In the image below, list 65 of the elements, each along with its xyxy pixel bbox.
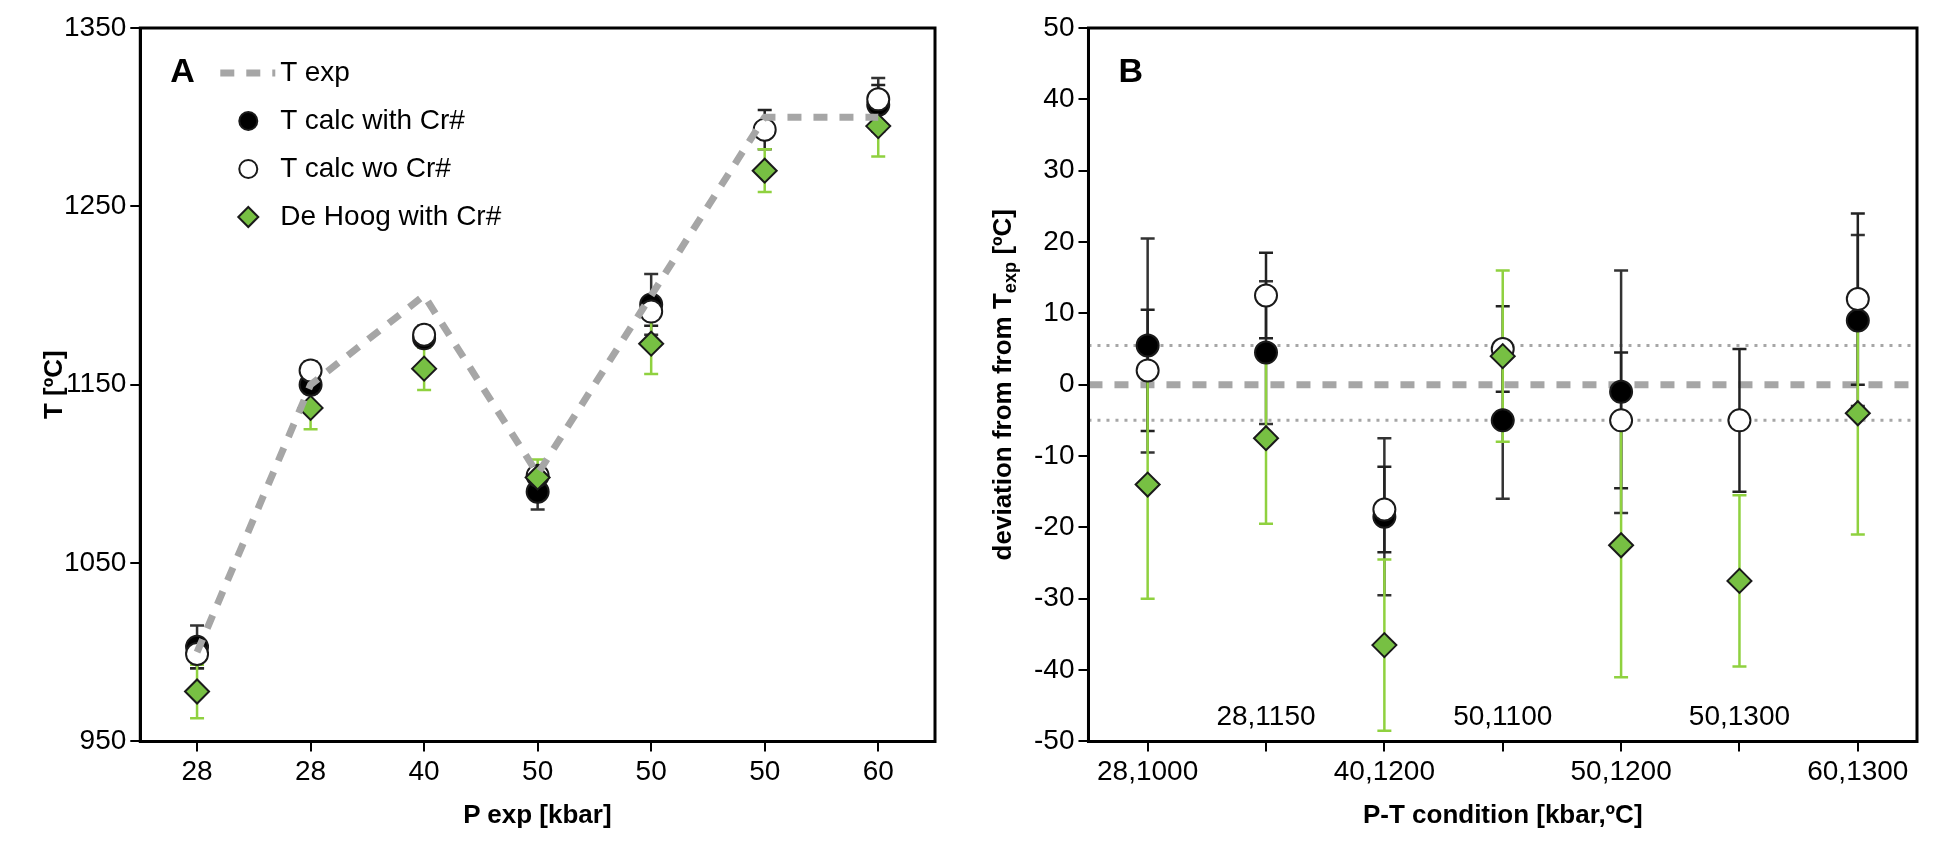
y-tick-label: 1350 xyxy=(63,10,127,42)
legend-label: T exp xyxy=(280,55,350,87)
x-axis-title: P exp [kbar] xyxy=(463,799,612,829)
y-tick-label: 30 xyxy=(1043,153,1075,185)
y-tick-label: 1050 xyxy=(63,545,127,577)
x-tick-label: 28,1150 xyxy=(1216,700,1316,732)
point xyxy=(1608,532,1635,559)
point xyxy=(1134,471,1161,498)
y-axis-title: deviation from from Texp [ºC] xyxy=(986,209,1021,561)
text: A xyxy=(170,51,195,90)
point xyxy=(1254,340,1279,365)
x-tick-label: 50 xyxy=(635,754,667,786)
point xyxy=(1372,497,1397,522)
legend-label: T calc wo Cr# xyxy=(280,151,452,183)
point xyxy=(1135,333,1160,358)
y-tick-label: 40 xyxy=(1043,82,1075,114)
y-tick-label: 50 xyxy=(1043,10,1075,42)
point xyxy=(1253,425,1280,452)
x-axis-title: P-T condition [kbar,ºC] xyxy=(1362,799,1643,829)
y-tick-label: 20 xyxy=(1043,224,1075,256)
point xyxy=(865,113,892,140)
y-tick-label: 1150 xyxy=(66,367,127,399)
x-tick-label: 50 xyxy=(522,754,554,786)
legend-label: T calc with Cr# xyxy=(280,103,466,135)
y-tick-label: -10 xyxy=(1034,438,1075,470)
y-tick-label: 0 xyxy=(1058,367,1075,399)
x-tick-label: 50,1300 xyxy=(1688,700,1791,732)
y-tick-label: 10 xyxy=(1043,296,1075,328)
x-tick-label: 50 xyxy=(749,754,781,786)
point xyxy=(411,355,438,382)
y-tick-label: -50 xyxy=(1034,724,1075,756)
point xyxy=(1490,408,1515,433)
legend-label: De Hoog with Cr# xyxy=(280,199,502,231)
x-tick-label: 60 xyxy=(862,754,894,786)
point xyxy=(1727,408,1752,433)
x-tick-label: 40,1200 xyxy=(1333,754,1435,786)
point xyxy=(1844,400,1871,427)
point xyxy=(1845,308,1870,333)
point xyxy=(1845,287,1870,312)
point xyxy=(866,87,891,112)
y-tick-label: -30 xyxy=(1034,581,1075,613)
point xyxy=(1135,358,1160,383)
x-tick-label: 40 xyxy=(408,754,440,786)
point xyxy=(1371,632,1398,659)
point xyxy=(751,157,778,184)
y-tick-label: 950 xyxy=(79,724,127,756)
point xyxy=(638,330,665,357)
point xyxy=(1609,379,1634,404)
point xyxy=(298,358,323,383)
point xyxy=(184,678,211,705)
point xyxy=(1254,283,1279,308)
x-tick-label: 50,1200 xyxy=(1570,754,1672,786)
x-tick-label: 60,1300 xyxy=(1807,754,1909,786)
x-tick-label: 28 xyxy=(295,754,327,786)
point xyxy=(1609,408,1634,433)
text: B xyxy=(1118,51,1144,90)
x-tick-label: 50,1100 xyxy=(1453,700,1553,732)
point xyxy=(1489,343,1516,370)
point xyxy=(1726,567,1753,594)
y-tick-label: -20 xyxy=(1034,510,1075,542)
y-tick-label: 1250 xyxy=(63,189,127,221)
y-axis-title: T [ºC] xyxy=(38,350,69,420)
y-tick-label: -40 xyxy=(1034,652,1075,684)
x-tick-label: 28 xyxy=(181,754,213,786)
x-tick-label: 28,1000 xyxy=(1097,754,1199,786)
